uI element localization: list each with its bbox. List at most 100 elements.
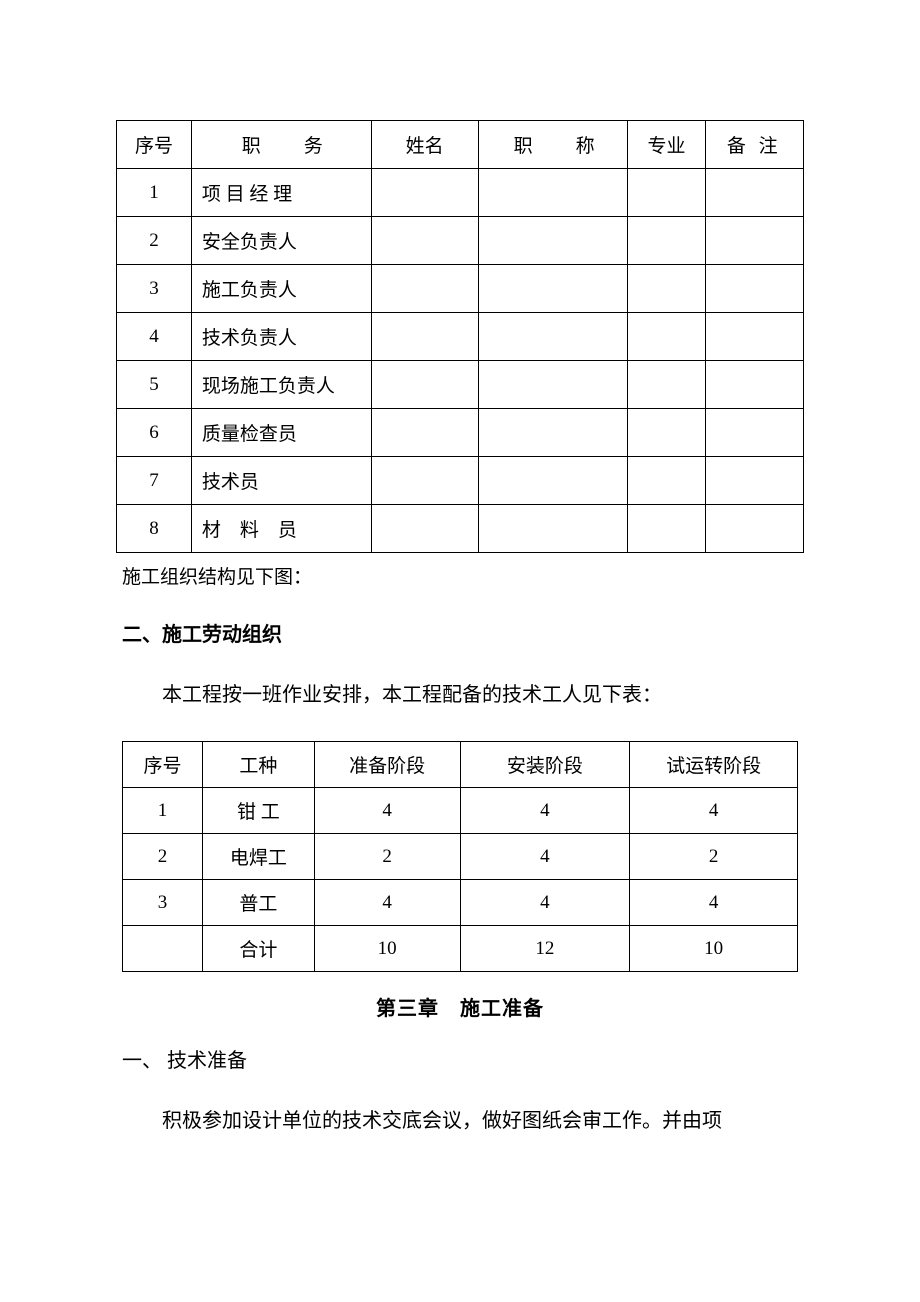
- cell-name: [371, 217, 478, 265]
- cell-note: [705, 169, 803, 217]
- cell-name: [371, 505, 478, 553]
- cell-position: 项 目 经 理: [191, 169, 371, 217]
- table-row: 8材 料 员: [117, 505, 804, 553]
- table-row: 2安全负责人: [117, 217, 804, 265]
- cell-position: 施工负责人: [191, 265, 371, 313]
- cell-seq: 4: [117, 313, 192, 361]
- cell-seq: 3: [117, 265, 192, 313]
- cell-seq: 1: [117, 169, 192, 217]
- header-name: 姓名: [371, 121, 478, 169]
- table-row: 5现场施工负责人: [117, 361, 804, 409]
- cell-name: [371, 169, 478, 217]
- cell-phase3: 2: [630, 834, 798, 880]
- header-phase3: 试运转阶段: [630, 742, 798, 788]
- cell-title: [478, 409, 628, 457]
- section3-1-body: 积极参加设计单位的技术交底会议，做好图纸会审工作。并由项: [122, 1099, 820, 1143]
- cell-phase2: 4: [460, 834, 630, 880]
- cell-note: [705, 361, 803, 409]
- cell-note: [705, 505, 803, 553]
- cell-position: 质量检查员: [191, 409, 371, 457]
- cell-note: [705, 265, 803, 313]
- cell-major: [628, 313, 705, 361]
- header-seq: 序号: [117, 121, 192, 169]
- labor-table-body: 1钳 工4442电焊工2423普工444合计101210: [123, 788, 798, 972]
- cell-seq: 2: [117, 217, 192, 265]
- cell-seq: [123, 926, 203, 972]
- header-type: 工种: [202, 742, 314, 788]
- header-title: 职 称: [478, 121, 628, 169]
- cell-major: [628, 217, 705, 265]
- header-note: 备 注: [705, 121, 803, 169]
- cell-title: [478, 169, 628, 217]
- table-row: 2电焊工242: [123, 834, 798, 880]
- header-major: 专业: [628, 121, 705, 169]
- cell-major: [628, 169, 705, 217]
- cell-type: 普工: [202, 880, 314, 926]
- cell-position: 技术负责人: [191, 313, 371, 361]
- section2-heading: 二、施工劳动组织: [122, 617, 820, 653]
- table-row: 3施工负责人: [117, 265, 804, 313]
- table-row: 1钳 工444: [123, 788, 798, 834]
- labor-table: 序号 工种 准备阶段 安装阶段 试运转阶段 1钳 工4442电焊工2423普工4…: [122, 741, 798, 972]
- chapter3-title: 第三章 施工准备: [100, 992, 820, 1021]
- cell-major: [628, 265, 705, 313]
- table-row: 4技术负责人: [117, 313, 804, 361]
- cell-name: [371, 313, 478, 361]
- cell-seq: 1: [123, 788, 203, 834]
- table-header-row: 序号 工种 准备阶段 安装阶段 试运转阶段: [123, 742, 798, 788]
- cell-major: [628, 457, 705, 505]
- cell-note: [705, 217, 803, 265]
- cell-seq: 6: [117, 409, 192, 457]
- table-row: 7技术员: [117, 457, 804, 505]
- header-phase1: 准备阶段: [314, 742, 460, 788]
- cell-seq: 2: [123, 834, 203, 880]
- cell-phase2: 4: [460, 788, 630, 834]
- cell-name: [371, 457, 478, 505]
- cell-title: [478, 505, 628, 553]
- cell-position: 现场施工负责人: [191, 361, 371, 409]
- cell-type: 合计: [202, 926, 314, 972]
- cell-title: [478, 361, 628, 409]
- table-row: 合计101210: [123, 926, 798, 972]
- cell-phase1: 4: [314, 880, 460, 926]
- header-seq: 序号: [123, 742, 203, 788]
- cell-type: 钳 工: [202, 788, 314, 834]
- structure-note: 施工组织结构见下图：: [122, 561, 820, 595]
- cell-seq: 5: [117, 361, 192, 409]
- personnel-table: 序号 职 务 姓名 职 称 专业 备 注 1项 目 经 理2安全负责人3施工负责…: [116, 120, 804, 553]
- cell-major: [628, 361, 705, 409]
- cell-phase1: 4: [314, 788, 460, 834]
- cell-phase1: 10: [314, 926, 460, 972]
- cell-name: [371, 361, 478, 409]
- header-position: 职 务: [191, 121, 371, 169]
- cell-major: [628, 505, 705, 553]
- table-row: 6质量检查员: [117, 409, 804, 457]
- cell-phase1: 2: [314, 834, 460, 880]
- table-header-row: 序号 职 务 姓名 职 称 专业 备 注: [117, 121, 804, 169]
- cell-phase3: 4: [630, 880, 798, 926]
- cell-name: [371, 409, 478, 457]
- cell-name: [371, 265, 478, 313]
- cell-seq: 3: [123, 880, 203, 926]
- cell-note: [705, 409, 803, 457]
- cell-note: [705, 313, 803, 361]
- cell-note: [705, 457, 803, 505]
- cell-position: 安全负责人: [191, 217, 371, 265]
- cell-seq: 7: [117, 457, 192, 505]
- section2-body: 本工程按一班作业安排，本工程配备的技术工人见下表：: [122, 673, 820, 717]
- cell-type: 电焊工: [202, 834, 314, 880]
- personnel-table-body: 1项 目 经 理2安全负责人3施工负责人4技术负责人5现场施工负责人6质量检查员…: [117, 169, 804, 553]
- cell-phase3: 10: [630, 926, 798, 972]
- cell-seq: 8: [117, 505, 192, 553]
- cell-title: [478, 457, 628, 505]
- cell-phase3: 4: [630, 788, 798, 834]
- table-row: 3普工444: [123, 880, 798, 926]
- section3-1-heading: 一、 技术准备: [122, 1043, 820, 1079]
- cell-position: 材 料 员: [191, 505, 371, 553]
- cell-title: [478, 265, 628, 313]
- cell-phase2: 12: [460, 926, 630, 972]
- cell-title: [478, 313, 628, 361]
- cell-phase2: 4: [460, 880, 630, 926]
- cell-position: 技术员: [191, 457, 371, 505]
- table-row: 1项 目 经 理: [117, 169, 804, 217]
